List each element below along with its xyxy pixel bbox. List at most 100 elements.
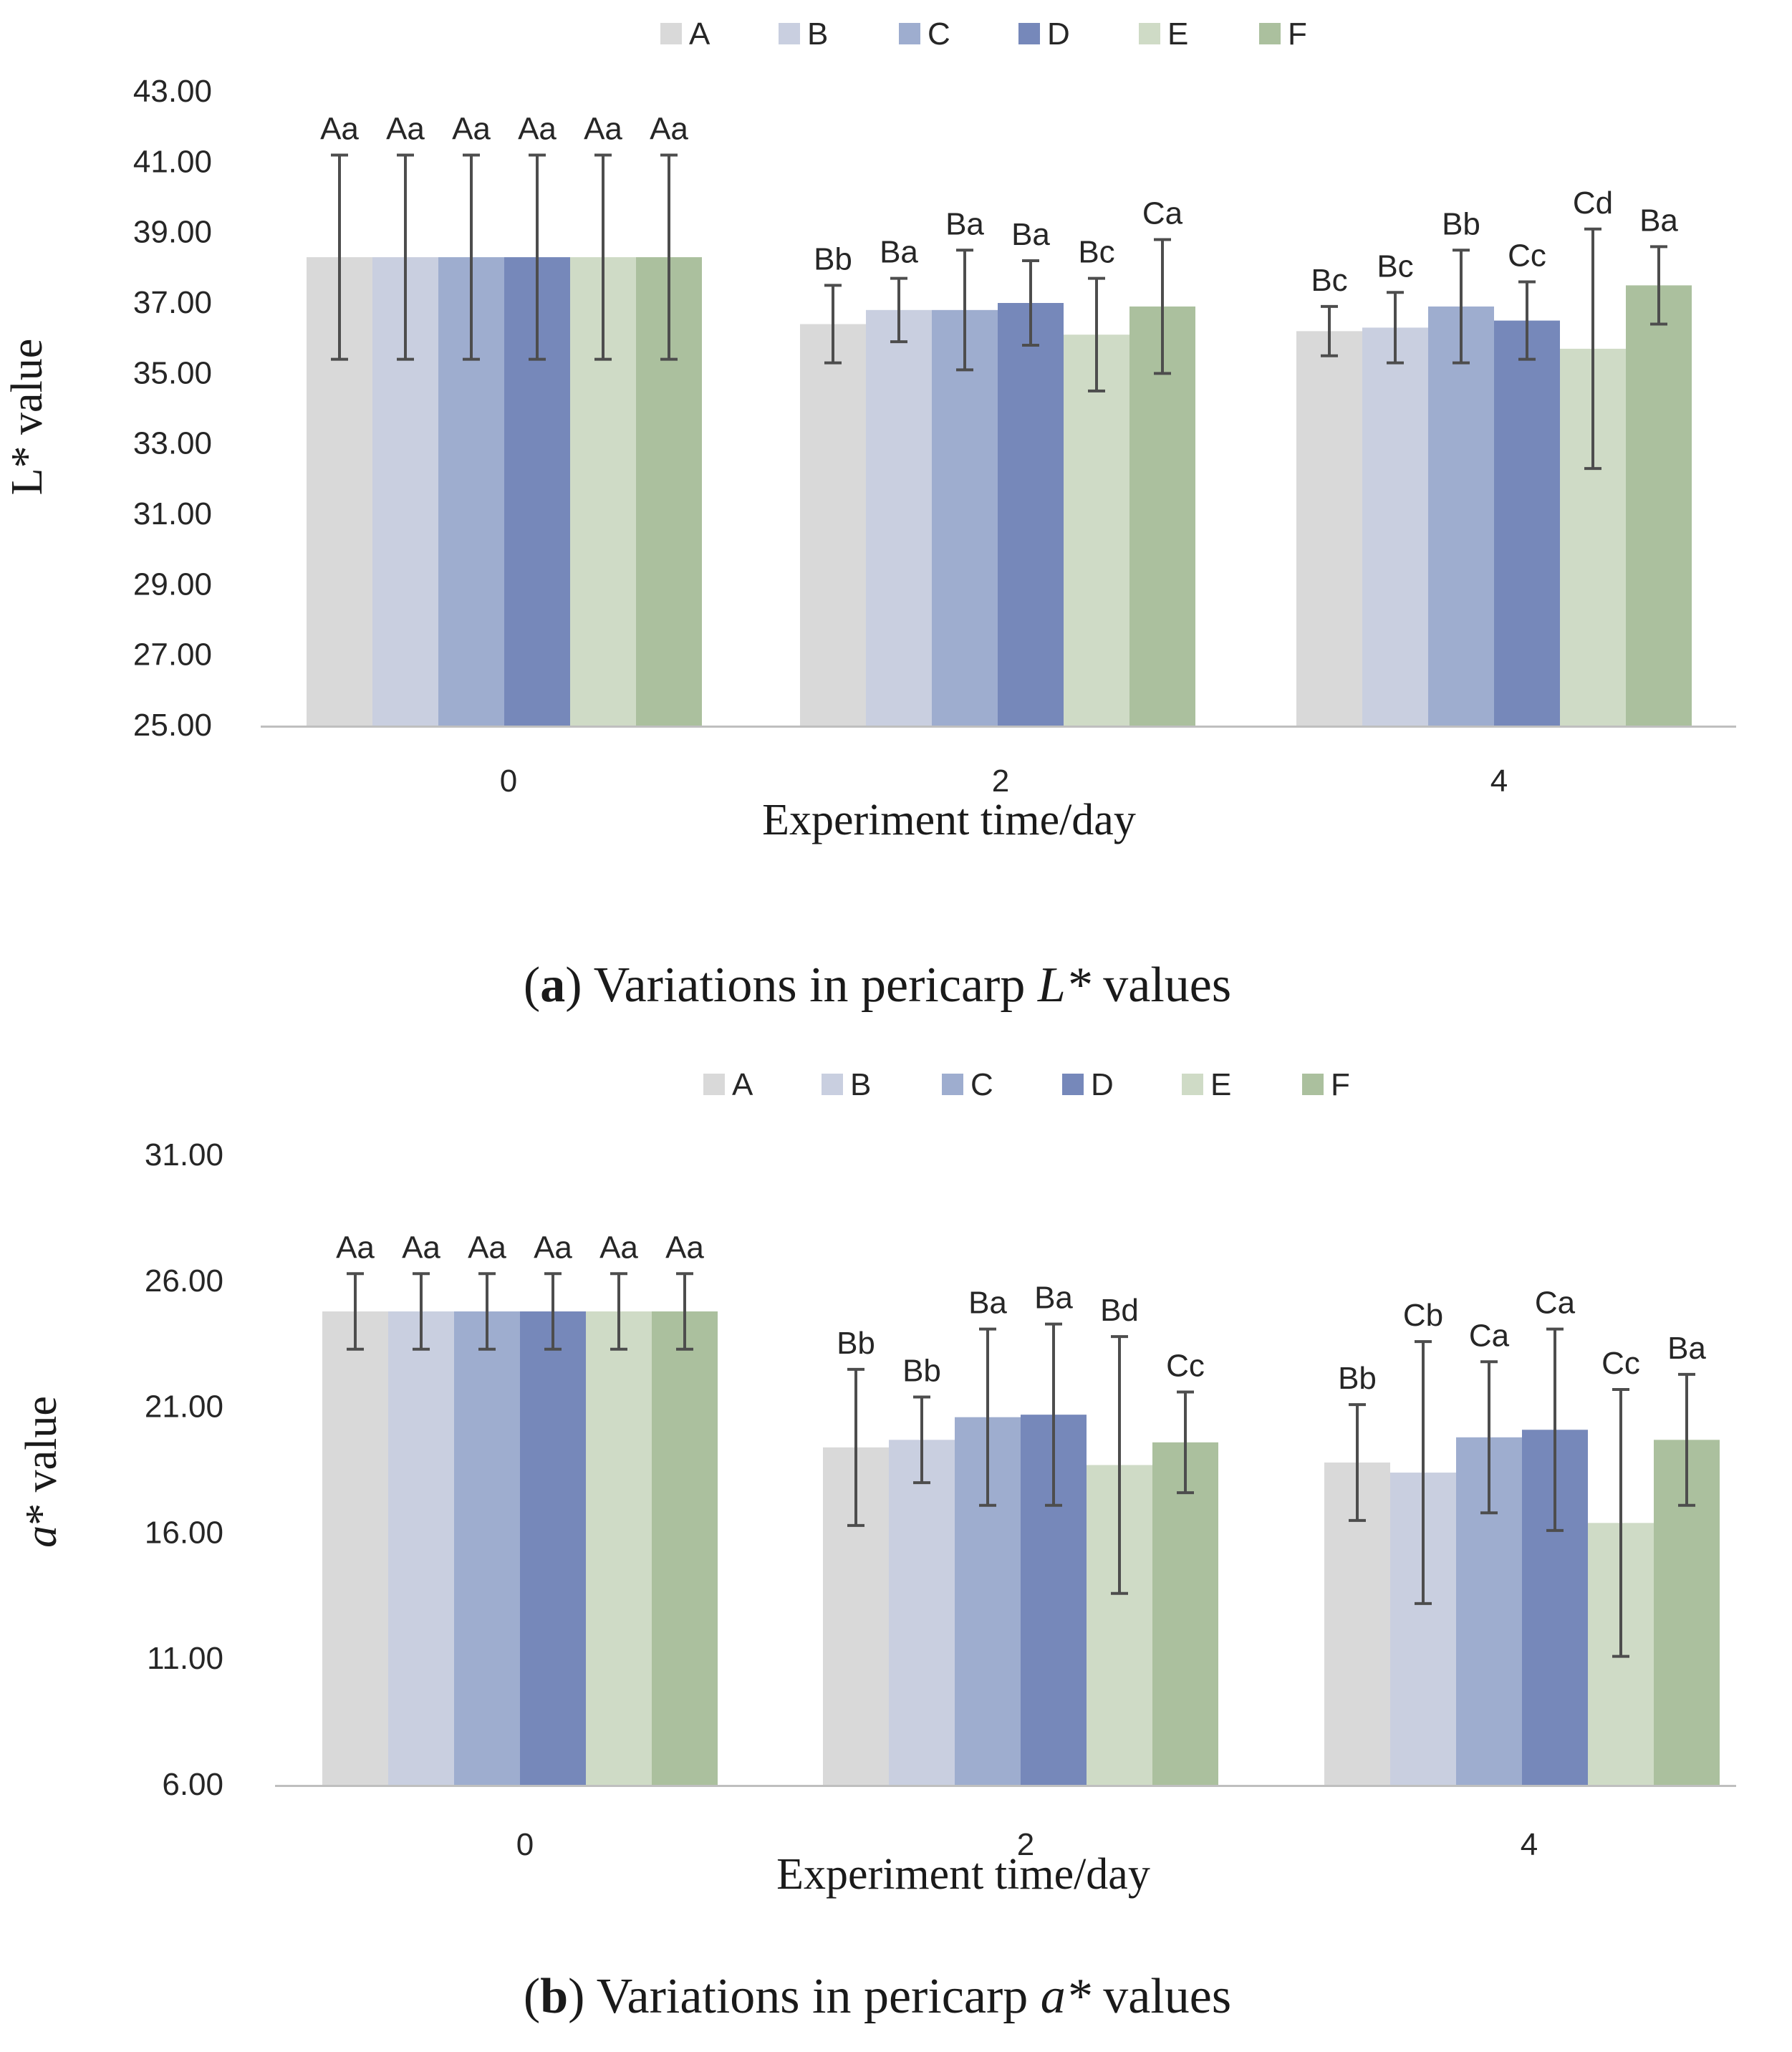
bar-c-2: [932, 309, 998, 726]
significance-label: Cb: [1403, 1298, 1443, 1333]
significance-label: Ca: [1535, 1286, 1576, 1321]
caption-tail: values: [1091, 1969, 1231, 2024]
significance-label: Bc: [1377, 249, 1413, 284]
significance-label: Bc: [1311, 263, 1347, 298]
bar-c-0: [454, 1311, 520, 1785]
significance-label: Bc: [1078, 235, 1114, 270]
significance-label: Aa: [468, 1230, 506, 1265]
bar-a-0: [322, 1311, 388, 1785]
legend-label-a: A: [689, 16, 710, 52]
legend-label-d: D: [1091, 1067, 1114, 1102]
y-tick-label: 35.00: [133, 355, 212, 390]
legend-swatch-f: [1302, 1074, 1324, 1095]
bar-a-2: [800, 324, 866, 726]
y-axis-title-var: a: [17, 1526, 66, 1548]
bar-b-2: [866, 309, 932, 726]
figure-caption: (a) Variations in pericarp L* values: [524, 958, 1231, 1013]
significance-label: Cd: [1573, 186, 1613, 221]
significance-label: Cc: [1508, 239, 1546, 274]
caption-label: a: [540, 958, 565, 1013]
bar-b-4: [1362, 327, 1428, 726]
bar-d-0: [520, 1311, 586, 1785]
bar-a-4: [1296, 331, 1362, 726]
bar-f-2: [1129, 306, 1195, 726]
caption-paren-open: (: [524, 1969, 540, 2024]
legend-label-e: E: [1210, 1067, 1231, 1102]
significance-label: Aa: [665, 1230, 704, 1265]
bar-d-4: [1494, 320, 1560, 726]
legend-label-f: F: [1288, 16, 1307, 52]
chart-a: 25.00 27.00 29.00 31.00 33.00 35.00 37.00 39.00…: [3, 16, 1736, 1013]
y-tick-label: 41.00: [133, 144, 212, 179]
y-axis-title-rest: * value: [17, 1396, 66, 1526]
legend-swatch-c: [942, 1074, 963, 1095]
significance-label: Bb: [902, 1354, 941, 1389]
significance-label: Aa: [386, 112, 425, 147]
significance-label: Ba: [945, 206, 984, 241]
bar-b-2: [889, 1440, 955, 1785]
caption-paren-open: (: [524, 958, 540, 1013]
significance-label: Ba: [1034, 1281, 1073, 1316]
legend-label-e: E: [1167, 16, 1188, 52]
significance-label: Ca: [1469, 1318, 1510, 1353]
y-tick-label: 31.00: [133, 496, 212, 531]
legend-swatch-d: [1062, 1074, 1084, 1095]
y-tick-label: 39.00: [133, 215, 212, 250]
significance-label: Bb: [837, 1326, 875, 1361]
significance-label: Aa: [534, 1230, 572, 1265]
legend-label-d: D: [1047, 16, 1070, 52]
bar-d-2: [998, 303, 1064, 726]
legend-label-b: B: [850, 1067, 871, 1102]
bar-f-2: [1152, 1442, 1218, 1785]
y-tick-label: 43.00: [133, 74, 212, 109]
y-axis-title: L* value: [3, 339, 52, 496]
significance-label: Aa: [584, 112, 622, 147]
x-tick-label: 2: [992, 764, 1009, 799]
caption-text: ) Variations in pericarp: [565, 958, 1038, 1013]
significance-label: Bb: [814, 241, 852, 276]
legend-swatch-d: [1018, 23, 1040, 44]
significance-label: Aa: [518, 112, 557, 147]
bar-e-0: [586, 1311, 652, 1785]
legend-label-f: F: [1331, 1067, 1350, 1102]
y-tick-label: 26.00: [145, 1263, 223, 1299]
significance-label: Ba: [1011, 217, 1050, 252]
significance-label: Cc: [1601, 1346, 1640, 1381]
legend-swatch-b: [822, 1074, 843, 1095]
chart-b: 6.00 11.00 16.00 21.00 26.00 31.00 Aa Bb Bb Aa Bb C…: [17, 1067, 1736, 2024]
legend-swatch-e: [1139, 23, 1160, 44]
y-tick-label: 27.00: [133, 637, 212, 673]
significance-label: Aa: [650, 112, 688, 147]
significance-label: Ba: [1667, 1331, 1706, 1366]
caption-var: L*: [1037, 958, 1091, 1013]
legend-swatch-a: [660, 23, 682, 44]
significance-label: Aa: [320, 112, 359, 147]
x-tick-label: 4: [1521, 1827, 1538, 1862]
y-tick-label: 21.00: [145, 1389, 223, 1425]
significance-label: Aa: [402, 1230, 440, 1265]
legend-swatch-f: [1259, 23, 1281, 44]
y-tick-label: 29.00: [133, 567, 212, 602]
significance-label: Ca: [1142, 196, 1183, 231]
x-tick-label: 4: [1490, 764, 1508, 799]
significance-label: Ba: [880, 235, 918, 270]
bar-c-4: [1428, 306, 1494, 726]
significance-label: Aa: [452, 112, 491, 147]
significance-label: Bb: [1442, 206, 1480, 241]
caption-var: a*: [1041, 1969, 1091, 2024]
y-axis-title: a* value: [17, 1396, 66, 1548]
significance-label: Aa: [336, 1230, 375, 1265]
x-tick-label: 0: [516, 1827, 534, 1862]
bar-f-0: [652, 1311, 718, 1785]
significance-label: Ba: [968, 1286, 1007, 1321]
x-axis-title: Experiment time/day: [762, 796, 1136, 844]
bar-f-4: [1626, 285, 1692, 726]
y-tick-label: 25.00: [133, 708, 212, 743]
significance-label: Ba: [1639, 203, 1678, 238]
y-tick-label: 31.00: [145, 1137, 223, 1172]
y-tick-label: 16.00: [145, 1515, 223, 1550]
legend-label-c: C: [970, 1067, 993, 1102]
legend-label-c: C: [928, 16, 950, 52]
y-tick-label: 11.00: [147, 1641, 223, 1676]
x-axis-title: Experiment time/day: [776, 1850, 1150, 1899]
